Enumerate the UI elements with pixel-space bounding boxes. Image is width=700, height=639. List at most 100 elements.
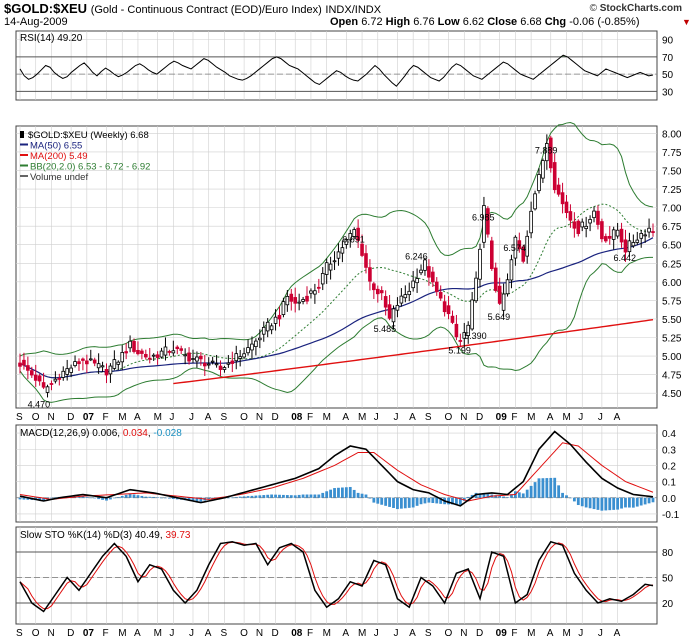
- candle-body: [434, 281, 439, 293]
- macd-histogram-bar: [191, 497, 195, 501]
- x-axis-bottom-month-label: N: [256, 628, 263, 639]
- macd-histogram-bar: [285, 495, 289, 498]
- candle-body: [18, 362, 22, 367]
- candle-body: [584, 225, 588, 229]
- macd-signal-line: [19, 442, 654, 502]
- macd-histogram-bar: [337, 487, 340, 498]
- macd-histogram-bar: [348, 486, 352, 498]
- candle-body: [191, 358, 195, 360]
- macd-histogram-bar: [616, 497, 620, 510]
- candle-body: [529, 210, 533, 234]
- macd-histogram-bar: [537, 478, 541, 498]
- candle-body: [320, 273, 325, 285]
- candle-body: [474, 277, 478, 302]
- brand-watermark[interactable]: © StockCharts.com: [590, 3, 682, 14]
- price-tick-label: 7.00: [662, 204, 682, 215]
- price-annotation: 6.691: [342, 235, 365, 245]
- candle-body: [627, 240, 632, 253]
- x-axis-bottom-month-label: D: [67, 628, 74, 639]
- candle-body: [383, 296, 388, 308]
- candle-body: [69, 367, 73, 373]
- macd-histogram-bar: [282, 494, 285, 498]
- macd-histogram-bar: [576, 497, 580, 506]
- x-axis-bottom-month-label: A: [409, 628, 416, 639]
- candle-body: [171, 350, 176, 354]
- x-axis-bottom-month-label: A: [134, 628, 141, 639]
- x-axis-month-label: S: [425, 412, 432, 423]
- sto-tick-label: 20: [662, 599, 674, 610]
- x-axis-bottom-month-label: A: [547, 628, 554, 639]
- macd-histogram-bar: [639, 497, 643, 506]
- price-tick-label: 7.75: [662, 148, 682, 159]
- ticker-description: (Gold - Continuous Contract (EOD)/Euro I…: [90, 4, 322, 16]
- candle-body: [533, 193, 537, 210]
- candle-body: [61, 370, 66, 378]
- macd-histogram-bar: [81, 496, 85, 498]
- candle-body: [73, 361, 77, 367]
- x-axis-month-label: M: [563, 412, 571, 423]
- candle-body: [431, 271, 435, 283]
- chg-value: -0.06 (-0.85%): [569, 16, 640, 28]
- macd-histogram-bar: [352, 489, 356, 498]
- candle-body: [179, 348, 183, 351]
- candle-body: [140, 350, 144, 354]
- high-value: 6.76: [413, 16, 435, 28]
- candle-body: [289, 293, 294, 302]
- candle-body: [647, 227, 651, 233]
- macd-tick-label: -0.1: [662, 510, 680, 521]
- candle-body: [210, 360, 215, 363]
- candle-body: [391, 308, 396, 323]
- candle-body: [108, 365, 113, 375]
- x-axis-bottom-month-label: 07: [83, 628, 95, 639]
- bb-lower-band: [19, 256, 654, 403]
- candle-body: [45, 386, 50, 393]
- macd-histogram-bar: [565, 495, 568, 498]
- price-tick-label: 8.00: [662, 129, 682, 140]
- x-axis-bottom-month-label: O: [32, 628, 40, 639]
- x-axis-bottom-month-label: S: [220, 628, 227, 639]
- macd-histogram-bar: [419, 497, 423, 505]
- macd-histogram-bar: [124, 494, 128, 498]
- price-tick-label: 4.50: [662, 389, 682, 400]
- candle-body: [497, 285, 502, 304]
- macd-histogram-bar: [93, 497, 97, 499]
- candle-body: [167, 351, 172, 353]
- candle-body: [564, 201, 569, 214]
- legend-swatch: [20, 143, 28, 146]
- macd-histogram-bar: [246, 496, 250, 498]
- x-axis-bottom-month-label: D: [272, 628, 279, 639]
- macd-histogram-bar: [415, 497, 419, 506]
- macd-histogram-bar: [399, 497, 403, 509]
- macd-histogram-bar: [451, 497, 454, 505]
- macd-histogram-bar: [533, 482, 537, 498]
- x-axis-bottom-month-label: J: [374, 628, 379, 639]
- macd-histogram-bar: [439, 497, 443, 504]
- candle-body: [340, 247, 345, 254]
- price-tick-label: 5.50: [662, 315, 682, 326]
- candle-body: [206, 363, 211, 366]
- macd-histogram-bar: [498, 495, 502, 498]
- candle-body: [309, 290, 313, 294]
- candle-body: [596, 210, 600, 225]
- macd-histogram-bar: [42, 497, 45, 501]
- x-axis-month-label: M: [358, 412, 366, 423]
- price-annotation: 5.485: [374, 324, 397, 334]
- sto-d-line: [19, 541, 654, 610]
- macd-histogram-bar: [396, 497, 399, 510]
- macd-histogram-bar: [305, 494, 309, 498]
- legend-swatch: [20, 175, 28, 177]
- candle-body: [490, 240, 494, 270]
- price-annotation: 7.889: [535, 146, 558, 156]
- candle-body: [258, 337, 262, 341]
- candle-body: [375, 288, 380, 295]
- candle-body: [513, 236, 518, 259]
- ticker-title: $GOLD:$XEU (Gold - Continuous Contract (…: [4, 1, 381, 16]
- candle-body: [552, 162, 557, 191]
- macd-histogram-bar: [647, 497, 651, 504]
- macd-histogram-bar: [525, 489, 529, 498]
- candle-body: [517, 240, 522, 250]
- candle-body: [151, 354, 156, 357]
- macd-histogram-bar: [372, 497, 376, 503]
- macd-histogram-bar: [156, 497, 160, 498]
- macd-line: [19, 430, 654, 507]
